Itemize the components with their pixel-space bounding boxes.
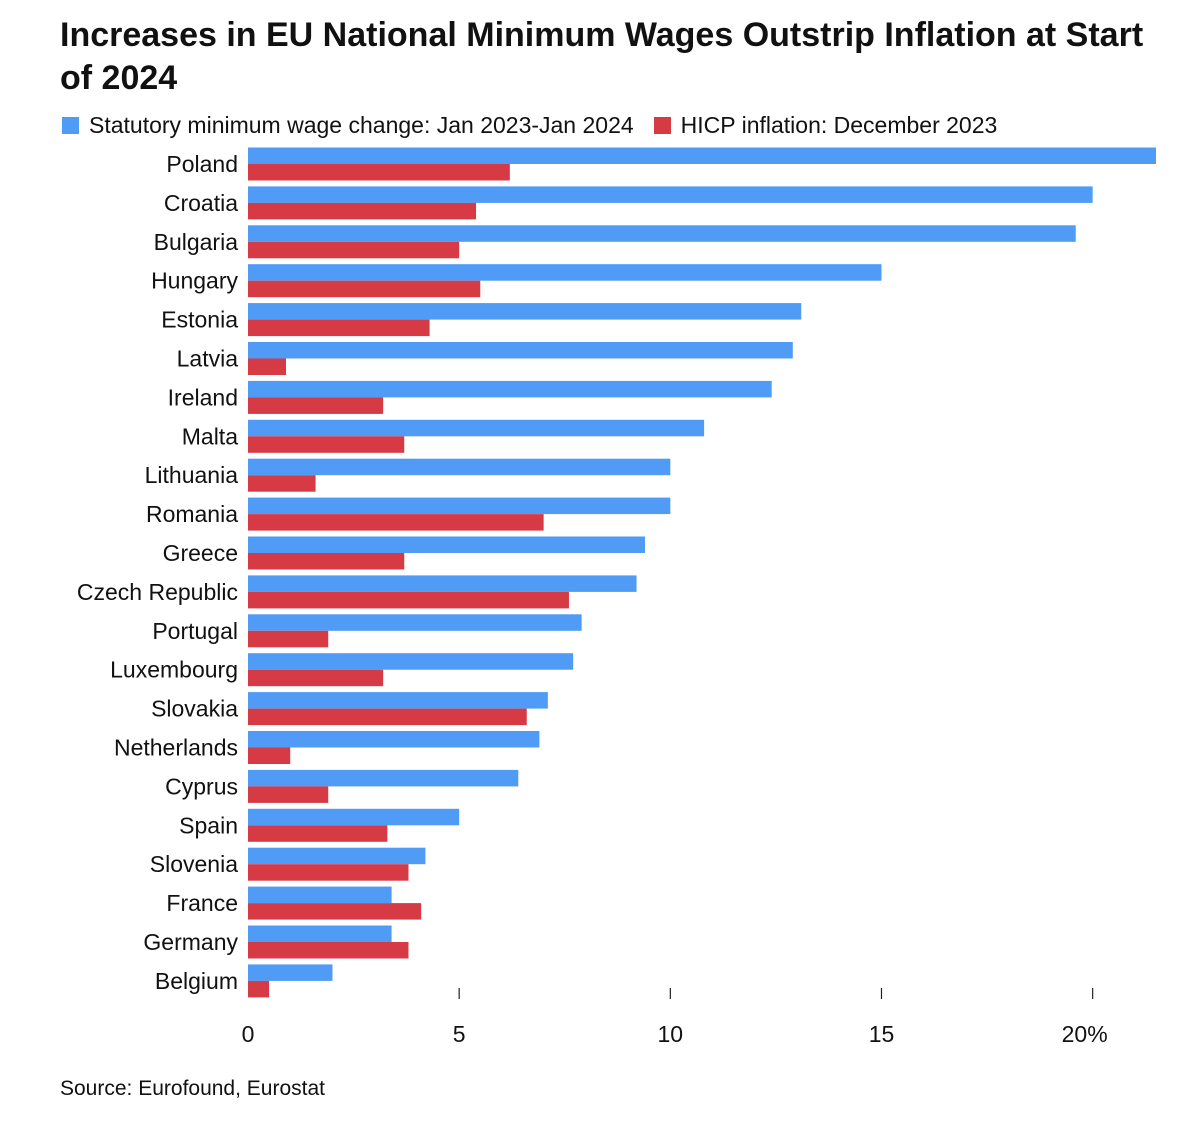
bar-wage-germany: [248, 925, 392, 942]
bar-wage-belgium: [248, 964, 333, 981]
category-label-hungary: Hungary: [151, 268, 238, 294]
bar-wage-croatia: [248, 186, 1093, 203]
bar-inflation-slovakia: [248, 708, 527, 726]
bar-wage-hungary: [248, 264, 882, 281]
x-tick-label-20: 20%: [1062, 1021, 1108, 1047]
bar-wage-lithuania: [248, 458, 671, 476]
bar-inflation-luxembourg: [248, 669, 384, 687]
x-tick-label-5: 5: [453, 1021, 466, 1047]
legend-label-inflation: HICP inflation: December 2023: [680, 112, 998, 138]
category-label-romania: Romania: [146, 501, 238, 527]
bar-wage-ireland: [248, 380, 772, 398]
bar-inflation-czech-republic: [248, 591, 569, 609]
legend: Statutory minimum wage change: Jan 2023-…: [62, 111, 1017, 139]
bar-inflation-spain: [248, 825, 388, 842]
bar-inflation-netherlands: [248, 747, 291, 764]
bar-wage-bulgaria: [248, 225, 1076, 242]
category-label-poland: Poland: [166, 151, 238, 177]
legend-label-wage: Statutory minimum wage change: Jan 2023-…: [89, 112, 634, 138]
category-label-cyprus: Cyprus: [165, 773, 238, 799]
legend-swatch-wage: [62, 116, 79, 134]
bar-inflation-greece: [248, 553, 405, 570]
category-label-belgium: Belgium: [155, 968, 238, 994]
category-label-spain: Spain: [179, 812, 238, 838]
bar-inflation-portugal: [248, 630, 329, 648]
bar-inflation-slovenia: [248, 864, 409, 881]
bar-inflation-latvia: [248, 358, 287, 375]
bar-inflation-estonia: [248, 319, 430, 337]
bar-inflation-bulgaria: [248, 241, 460, 259]
bar-inflation-cyprus: [248, 786, 329, 803]
category-label-latvia: Latvia: [177, 346, 239, 372]
bar-inflation-croatia: [248, 202, 477, 220]
bar-inflation-france: [248, 903, 422, 920]
bar-wage-greece: [248, 536, 645, 553]
bar-wage-latvia: [248, 342, 793, 359]
category-label-bulgaria: Bulgaria: [154, 229, 239, 255]
bar-inflation-belgium: [248, 980, 270, 998]
category-label-croatia: Croatia: [164, 190, 238, 216]
category-label-netherlands: Netherlands: [114, 735, 238, 761]
category-label-greece: Greece: [163, 540, 238, 566]
category-label-slovakia: Slovakia: [151, 696, 238, 722]
bar-inflation-ireland: [248, 397, 384, 414]
bar-wage-spain: [248, 808, 460, 826]
bar-wage-portugal: [248, 614, 582, 631]
bar-inflation-hungary: [248, 280, 481, 298]
category-label-ireland: Ireland: [168, 384, 238, 410]
source-note: Source: Eurofound, Eurostat: [60, 1077, 325, 1100]
bar-wage-czech-republic: [248, 575, 637, 592]
category-label-slovenia: Slovenia: [150, 851, 238, 877]
category-label-france: France: [166, 890, 238, 916]
category-label-lithuania: Lithuania: [145, 462, 239, 488]
bar-inflation-romania: [248, 514, 544, 531]
legend-item-wage: Statutory minimum wage change: Jan 2023-…: [62, 111, 634, 139]
bar-wage-luxembourg: [248, 653, 574, 670]
x-tick-label-15: 15: [869, 1021, 895, 1047]
bar-wage-slovenia: [248, 847, 426, 865]
bar-wage-poland: [248, 147, 1156, 164]
bar-wage-netherlands: [248, 731, 540, 748]
bar-inflation-germany: [248, 942, 409, 959]
category-label-luxembourg: Luxembourg: [110, 657, 238, 683]
chart-title: Increases in EU National Minimum Wages O…: [60, 16, 1144, 97]
bar-wage-slovakia: [248, 692, 548, 709]
x-tick-label-10: 10: [658, 1021, 684, 1047]
category-label-czech-republic: Czech Republic: [77, 579, 238, 605]
category-label-estonia: Estonia: [161, 307, 238, 333]
legend-item-inflation: HICP inflation: December 2023: [653, 111, 998, 139]
bar-inflation-poland: [248, 164, 510, 181]
legend-swatch-inflation: [653, 116, 671, 134]
category-label-portugal: Portugal: [152, 618, 238, 644]
bar-wage-france: [248, 886, 392, 904]
bar-wage-romania: [248, 497, 671, 515]
x-tick-label-0: 0: [242, 1021, 255, 1047]
bar-wage-estonia: [248, 303, 802, 320]
bar-inflation-malta: [248, 436, 405, 453]
category-label-germany: Germany: [143, 929, 238, 955]
bar-wage-cyprus: [248, 769, 519, 787]
bar-inflation-lithuania: [248, 475, 316, 492]
category-label-malta: Malta: [182, 423, 238, 449]
bar-wage-malta: [248, 419, 705, 437]
